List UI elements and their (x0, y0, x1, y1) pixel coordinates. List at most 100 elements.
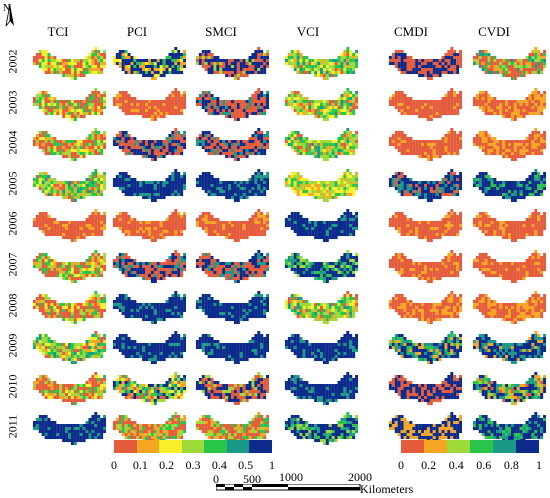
legend-tick-label: 0 (111, 458, 117, 472)
scale-label-0: 0 (213, 472, 219, 486)
map-panel-cmdi-2008 (388, 290, 462, 324)
column-title-smci: SMCI (205, 24, 237, 39)
map-panel-cvdi-2003 (472, 87, 546, 121)
legend-swatch (447, 440, 470, 453)
legend-swatch (159, 440, 182, 453)
map-panel-tci-2005 (32, 168, 106, 202)
map-panel-vci-2005 (284, 168, 358, 202)
scale-label-500: 500 (243, 472, 261, 486)
map-panel-smci-2009 (195, 331, 269, 365)
year-label-2007: 2007 (5, 252, 20, 277)
map-panel-pci-2005 (112, 168, 186, 202)
year-label-2003: 2003 (5, 90, 20, 115)
legend-swatch (470, 440, 493, 453)
map-panel-cmdi-2006 (388, 209, 462, 243)
legend-right: 0 0.2 0.4 0.6 0.8 1 (398, 440, 542, 472)
map-panel-smci-2006 (195, 209, 269, 243)
legend-swatch (516, 440, 539, 453)
legend-tick-label: 0.8 (503, 458, 519, 472)
scale-label-2000: 2000 (348, 470, 372, 484)
map-panel-cvdi-2006 (472, 209, 546, 243)
legend-tick-label: 0.4 (448, 458, 464, 472)
legend-swatch (204, 440, 227, 453)
legend-tick-label: 0.3 (185, 458, 201, 472)
map-panel-tci-2009 (32, 331, 106, 365)
legend-tick-label: 0 (398, 458, 404, 472)
legend-tick-label: 1 (536, 458, 542, 472)
map-panel-tci-2003 (32, 87, 106, 121)
map-panel-cvdi-2007 (472, 250, 546, 283)
map-panel-vci-2011 (284, 412, 358, 446)
map-panel-tci-2007 (32, 250, 106, 283)
legend-swatch (226, 440, 250, 453)
year-label-2002: 2002 (5, 49, 20, 74)
map-panel-cvdi-2002 (472, 47, 546, 80)
map-panel-vci-2009 (284, 331, 358, 365)
year-label-2008: 2008 (5, 293, 20, 318)
legend-tick-label: 0.5 (238, 458, 254, 472)
scale-bar-graphic (216, 484, 361, 491)
map-panel-smci-2011 (195, 412, 269, 446)
legend-tick-label: 0.2 (421, 458, 437, 472)
legend-tick-label: 0.2 (159, 458, 175, 472)
map-panel-vci-2002 (284, 47, 358, 80)
legend-tick-label: 0.4 (211, 458, 227, 472)
map-panel-pci-2007 (112, 250, 186, 283)
scale-unit: Kilometers (360, 482, 414, 496)
column-title-cvdi: CVDI (478, 24, 510, 39)
map-panel-cvdi-2004 (472, 128, 546, 162)
legend-tick-label: 0.1 (132, 458, 148, 472)
map-panel-pci-2010 (112, 371, 186, 405)
map-panel-vci-2006 (284, 209, 358, 243)
map-panel-smci-2010 (195, 371, 269, 405)
column-title-vci: VCI (296, 24, 320, 39)
year-label-2010: 2010 (5, 374, 20, 399)
map-panel-pci-2009 (112, 331, 186, 365)
map-panel-smci-2007 (195, 250, 269, 283)
svg-text:N: N (3, 3, 10, 14)
map-panel-cmdi-2005 (388, 168, 462, 202)
map-panel-tci-2004 (32, 128, 106, 162)
legend-tick-label: 1 (269, 458, 275, 472)
legend-tick-label: 0.6 (476, 458, 492, 472)
column-title-pci: PCI (126, 24, 148, 39)
map-panel-pci-2008 (112, 290, 186, 324)
legend-swatch (424, 440, 447, 453)
year-label-2011: 2011 (5, 415, 20, 439)
map-panel-smci-2003 (195, 87, 269, 121)
scale-label-1000: 1000 (279, 470, 303, 484)
legend-swatch (114, 440, 137, 453)
map-panel-pci-2004 (112, 128, 186, 162)
map-panel-vci-2004 (284, 128, 358, 162)
map-panel-cvdi-2009 (472, 331, 546, 365)
map-panel-vci-2010 (284, 371, 358, 405)
map-panel-tci-2006 (32, 209, 106, 243)
map-panel-tci-2008 (32, 290, 106, 324)
scale-bar: 1000 2000 0 500 Kilometers (213, 470, 550, 496)
map-panel-cmdi-2009 (388, 331, 462, 365)
map-panel-smci-2005 (195, 168, 269, 202)
map-panel-cmdi-2004 (388, 128, 462, 162)
legend-left: 0 0.1 0.2 0.3 0.4 0.5 1 (111, 440, 275, 472)
map-panel-cmdi-2003 (388, 87, 462, 121)
map-panel-pci-2006 (112, 209, 186, 243)
legend-swatch (249, 440, 272, 453)
legend-swatch (401, 440, 424, 453)
map-panel-cvdi-2010 (472, 371, 546, 405)
year-label-2005: 2005 (5, 171, 20, 196)
legend-swatch (136, 440, 160, 453)
map-panel-tci-2010 (32, 371, 106, 405)
map-panel-vci-2008 (284, 290, 358, 324)
legend-swatch (493, 440, 516, 453)
year-label-2004: 2004 (5, 130, 20, 155)
map-panel-cvdi-2008 (472, 290, 546, 324)
map-panel-cmdi-2010 (388, 371, 462, 405)
map-panel-cvdi-2005 (472, 168, 546, 202)
map-panel-pci-2003 (112, 87, 186, 121)
north-arrow-icon: N (3, 3, 14, 27)
column-title-tci: TCI (47, 24, 69, 39)
map-panel-pci-2002 (112, 47, 186, 80)
map-panel-tci-2011 (32, 412, 106, 446)
map-panel-tci-2002 (32, 47, 106, 80)
